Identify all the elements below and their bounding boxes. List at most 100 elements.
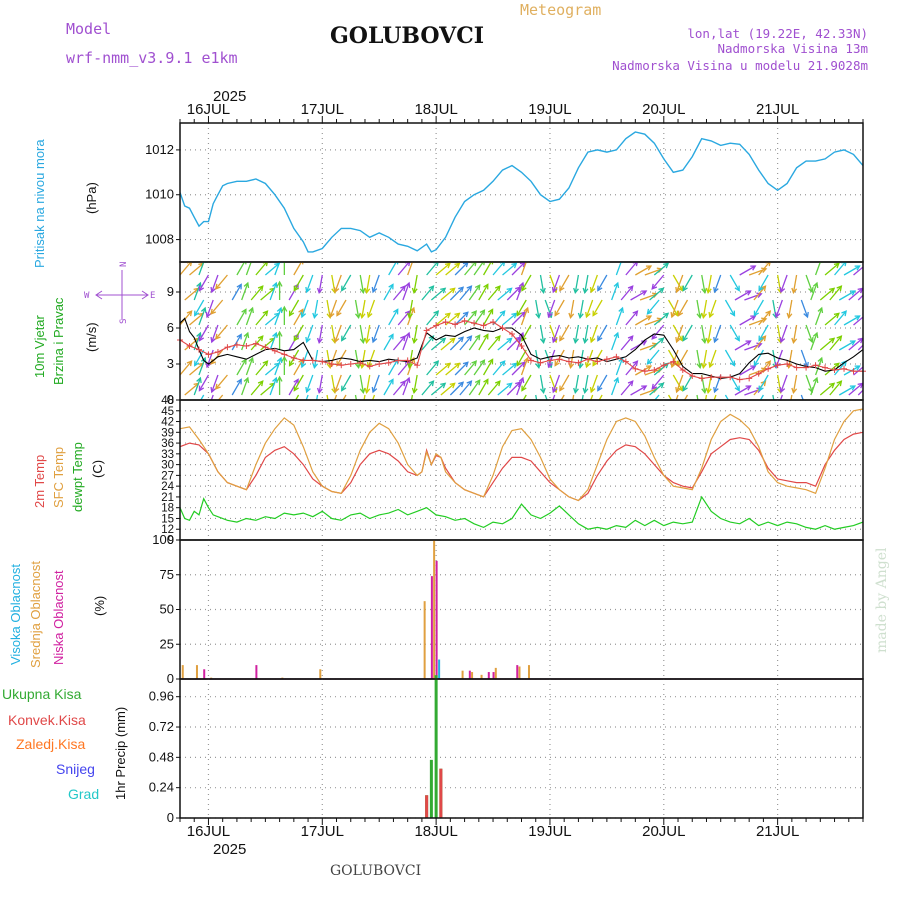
year-label-top: 2025 <box>213 88 246 105</box>
wind-arrow-head <box>646 308 653 315</box>
wind-arrow <box>843 265 860 276</box>
wind-arrow <box>388 359 399 376</box>
wind-arrow-head <box>539 387 546 395</box>
wind-arrow-head <box>262 310 269 317</box>
y-tick-label: 0 <box>167 392 174 407</box>
wind-arrow <box>445 262 460 276</box>
wind-arrow-head <box>341 285 347 292</box>
wind-vectors <box>180 262 871 411</box>
wind-arrow <box>620 380 634 396</box>
wind-arrow <box>492 262 505 276</box>
wind-arrow-head <box>760 380 767 387</box>
wind-arrow-head <box>449 287 456 294</box>
wind-arrow-head <box>506 287 513 294</box>
top-day-labels: 16JUL 17JUL 18JUL 19JUL 20JUL 21JUL <box>179 101 864 123</box>
wind-arrow-head <box>359 362 366 370</box>
wind-arrow <box>651 274 665 290</box>
wind-arrow-head <box>854 365 861 371</box>
wind-arrow <box>549 374 557 393</box>
y-tick-label: 33 <box>161 449 174 461</box>
wind-arrow-head <box>696 312 703 320</box>
wind-arrow <box>819 287 835 301</box>
wind-arrow <box>430 287 446 301</box>
wind-arrow <box>814 357 823 376</box>
wind-arrow-head <box>359 287 366 295</box>
wind-arrow-head <box>658 287 665 294</box>
wind-arrow-head <box>300 311 307 319</box>
year-label-bottom: 2025 <box>213 841 246 858</box>
wind-arrow <box>294 394 300 400</box>
wind-arrow <box>482 359 494 376</box>
wind-arrow-head <box>366 361 373 369</box>
wind-arrow <box>341 324 352 341</box>
wind-arrow <box>449 336 464 351</box>
wind-arrow <box>189 362 204 376</box>
wind-arrow-head <box>866 337 871 342</box>
wind-arrow <box>215 324 228 340</box>
wind-arrow-head <box>791 337 798 345</box>
mid-cloud-bar <box>518 666 521 679</box>
wind-arrow <box>625 310 638 326</box>
wind-arrow <box>180 360 193 376</box>
x-tick-label-bottom: 16JUL <box>187 823 230 840</box>
y-tick-label: 9 <box>167 284 174 299</box>
wind-arrow <box>590 374 598 393</box>
pressure-unit: (hPa) <box>84 182 99 214</box>
wind-arrow-head <box>808 336 814 344</box>
wind-arrow-head <box>186 360 193 367</box>
x-tick-label-top: 19JUL <box>528 101 571 118</box>
wind-arrow <box>440 337 456 351</box>
wind-arrow <box>792 374 798 393</box>
wind-arrow-head <box>779 286 786 294</box>
wind-arrow-head <box>337 406 341 411</box>
coords-text: lon,lat (19.22E, 42.33N) <box>687 26 868 41</box>
elevation-text: Nadmorska Visina 13m <box>717 41 868 56</box>
wind-arrow-head <box>641 290 648 296</box>
wind-arrow <box>585 299 594 318</box>
wind-arrow-head <box>243 376 250 384</box>
wind-arrow-head <box>257 335 264 342</box>
wind-arrow-head <box>444 362 451 369</box>
wind-arrow-head <box>568 362 575 370</box>
wind-arrow <box>729 324 740 341</box>
wind-arrow-head <box>364 337 371 345</box>
wind-arrow-head <box>517 406 521 411</box>
wind-arrow-head <box>836 335 843 342</box>
wind-arrow <box>552 394 556 400</box>
wind-arrow <box>829 285 842 301</box>
wind-arrow <box>549 324 557 343</box>
wind-arrow <box>649 287 664 301</box>
wind-arrow <box>334 324 342 343</box>
wind-arrow <box>675 324 684 343</box>
wind-arrow <box>857 344 863 351</box>
wind-arrow <box>365 274 371 293</box>
wind-arrow-head <box>494 335 501 342</box>
wind-arrow-head <box>466 285 473 292</box>
wind-arrow <box>492 360 506 376</box>
low-cloud-bar <box>435 560 438 679</box>
wind-arrow-head <box>833 362 840 369</box>
wind-arrow <box>635 315 652 326</box>
wind-arrow-head <box>336 360 342 367</box>
wind-arrow <box>805 324 813 343</box>
wind-arrow <box>810 282 818 301</box>
low-cloud-bar <box>203 669 206 679</box>
wind-arrow <box>667 394 673 400</box>
wind-arrow-head <box>701 387 708 395</box>
wind-arrow-head <box>257 285 264 292</box>
wind-arrow <box>260 287 275 301</box>
wind-arrow-head <box>466 335 473 342</box>
wind-arrow-head <box>364 387 371 395</box>
y-tick-label: 6 <box>167 320 174 335</box>
wind-arrow <box>758 262 771 276</box>
wind-arrow-head <box>705 287 712 295</box>
y-tick-label: 0 <box>167 810 174 825</box>
wind-arrow <box>649 337 664 351</box>
wind-arrow-head <box>466 380 473 387</box>
wind-arrow <box>696 394 699 400</box>
wind-arrow-head <box>841 310 847 317</box>
wind-arrow-head <box>701 362 707 370</box>
wind-arrow <box>672 324 683 341</box>
wind-arrow <box>334 274 342 293</box>
